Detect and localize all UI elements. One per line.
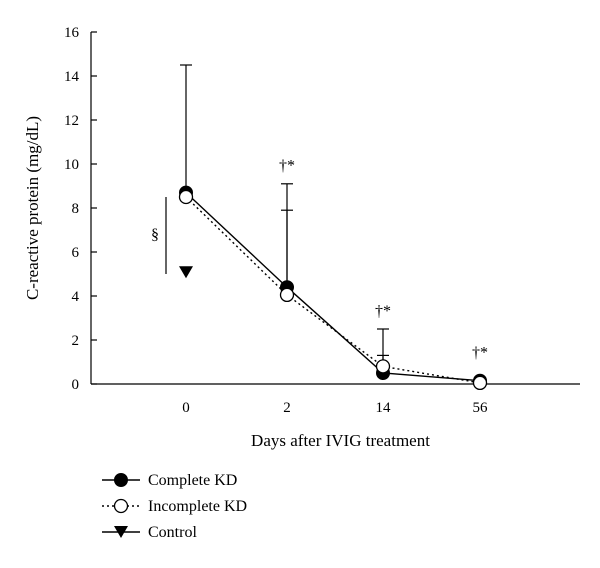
data-point bbox=[179, 266, 193, 279]
y-tick-label: 0 bbox=[72, 377, 80, 393]
legend: Complete KD Incomplete KD Control bbox=[102, 472, 247, 541]
y-tick-label: 14 bbox=[64, 69, 80, 85]
y-tick-label: 16 bbox=[64, 25, 80, 41]
data-point bbox=[472, 375, 488, 391]
x-tick-label: 14 bbox=[376, 400, 392, 416]
series-line-0 bbox=[185, 192, 481, 382]
annotation-significance: †* bbox=[472, 345, 488, 362]
y-tick-label: 6 bbox=[72, 245, 80, 261]
data-point bbox=[279, 287, 295, 303]
annotation-significance: †* bbox=[279, 158, 295, 175]
y-tick-label: 10 bbox=[64, 157, 79, 173]
annotation-significance: †* bbox=[375, 303, 391, 320]
data-point bbox=[178, 189, 194, 205]
legend-marker-0 bbox=[114, 473, 128, 487]
legend-marker-2 bbox=[114, 526, 128, 538]
x-tick-label: 0 bbox=[182, 400, 190, 416]
x-axis-title: Days after IVIG treatment bbox=[251, 431, 430, 450]
x-tick-label: 2 bbox=[283, 400, 291, 416]
y-tick-label: 8 bbox=[72, 201, 80, 217]
annotations: § †* †* †* bbox=[151, 158, 488, 362]
legend-marker-1 bbox=[113, 498, 129, 514]
annotation-section-sign: § bbox=[151, 226, 159, 243]
y-tick-label: 4 bbox=[72, 289, 80, 305]
y-axis-title: C-reactive protein (mg/dL) bbox=[23, 116, 42, 300]
data-point bbox=[375, 359, 391, 374]
y-tick-label: 2 bbox=[72, 333, 80, 349]
x-tick-label: 56 bbox=[473, 400, 489, 416]
series-layer bbox=[178, 64, 488, 391]
legend-label: Complete KD bbox=[148, 472, 237, 489]
legend-label: Control bbox=[148, 524, 197, 541]
axis-ticks: 0 2 4 6 8 10 12 14 16 0 2 14 56 bbox=[64, 25, 488, 416]
series-line-1 bbox=[185, 196, 481, 384]
y-tick-label: 12 bbox=[64, 113, 79, 129]
legend-label: Incomplete KD bbox=[148, 498, 247, 515]
